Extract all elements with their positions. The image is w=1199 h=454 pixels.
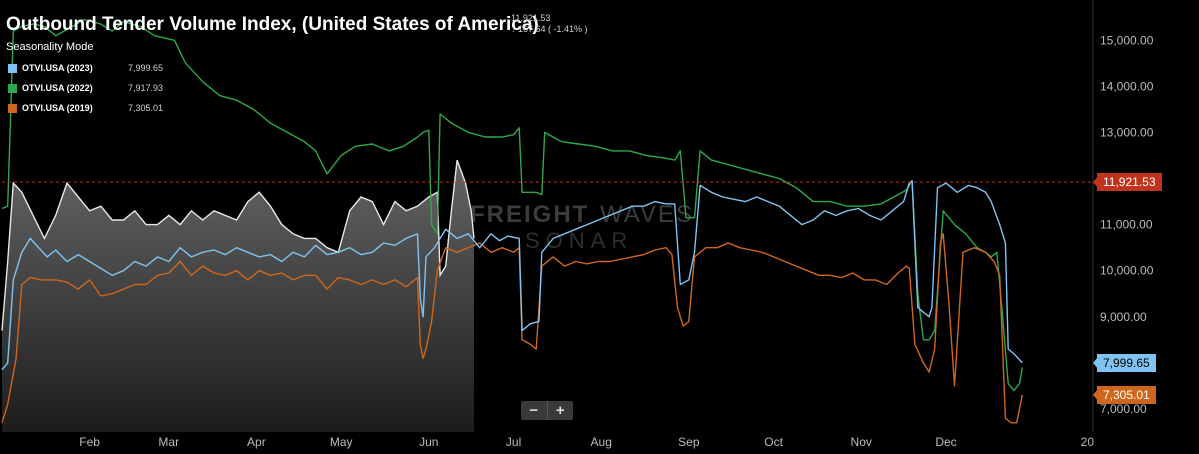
x-tick-label: May	[330, 435, 353, 449]
series-line-2022	[1, 18, 1023, 392]
y-tick-label: 10,000.00	[1100, 264, 1154, 278]
y-tick-label: 9,000.00	[1100, 310, 1147, 324]
series-line-2019	[1, 233, 1023, 424]
x-tick-label: Jul	[506, 435, 521, 449]
price-tag-pointer	[1093, 356, 1098, 369]
legend-swatch-2019	[8, 103, 17, 113]
headline-change: 167.64 ( -1.41% )	[518, 24, 588, 34]
zoom-controls: − +	[521, 401, 573, 420]
down-arrow-icon: ↓	[511, 24, 516, 34]
y-tick-label: 7,000.00	[1100, 402, 1147, 416]
x-tick-label: 20	[1081, 435, 1095, 449]
price-tag-2019: 7,305.01	[1097, 385, 1156, 404]
watermark-text: SONAR	[525, 228, 633, 253]
x-tick-label: Dec	[935, 435, 956, 449]
legend-name-2023: OTVI.USA (2023)	[22, 63, 93, 73]
headline-readout: 11,921.53 ↓ 167.64 ( -1.41% )	[511, 13, 588, 35]
x-tick-label: Mar	[158, 435, 179, 449]
y-tick-label: 14,000.00	[1100, 79, 1154, 93]
area-fill	[2, 160, 474, 432]
legend-name-2022: OTVI.USA (2022)	[22, 83, 93, 93]
series-line-2023	[1, 180, 1023, 371]
seasonality-mode-label[interactable]: Seasonality Mode	[6, 41, 94, 53]
x-tick-label: Jun	[419, 435, 438, 449]
legend-swatch-2022	[8, 83, 17, 93]
watermark-text: FREIGHT	[470, 201, 589, 228]
price-tag-2023: 7,999.65	[1097, 353, 1156, 372]
legend-value-2022: 7,917.93	[128, 83, 164, 93]
x-tick-label: Apr	[247, 435, 266, 449]
legend-swatch-2023	[8, 63, 17, 73]
zoom-in-button[interactable]: +	[555, 402, 565, 419]
headline-value: 11,921.53	[511, 13, 551, 23]
legend-name-2019: OTVI.USA (2019)	[22, 103, 93, 113]
x-tick-label: Nov	[851, 435, 872, 449]
x-tick-label: Feb	[79, 435, 100, 449]
legend-item-2019[interactable]: OTVI.USA (2019) 7,305.01	[8, 98, 163, 118]
x-tick-label: Oct	[764, 435, 783, 449]
legend-value-2023: 7,999.65	[128, 63, 164, 73]
y-tick-label: 15,000.00	[1100, 33, 1154, 47]
price-tag-pointer	[1093, 176, 1098, 189]
y-tick-label: 13,000.00	[1100, 125, 1154, 139]
y-tick-label: 11,000.00	[1100, 218, 1153, 232]
legend: OTVI.USA (2023) 7,999.65 OTVI.USA (2022)…	[8, 58, 163, 118]
zoom-out-button[interactable]: −	[521, 401, 548, 420]
price-tag-reference: 11,921.53	[1097, 173, 1162, 192]
x-tick-label: Aug	[591, 435, 612, 449]
legend-item-2022[interactable]: OTVI.USA (2022) 7,917.93	[8, 78, 163, 98]
chart-title: Outbound Tender Volume Index, (United St…	[6, 14, 539, 35]
x-tick-label: Sep	[678, 435, 700, 449]
legend-value-2019: 7,305.01	[128, 103, 164, 113]
legend-item-2023[interactable]: OTVI.USA (2023) 7,999.65	[8, 58, 163, 78]
price-tag-pointer	[1093, 388, 1098, 401]
